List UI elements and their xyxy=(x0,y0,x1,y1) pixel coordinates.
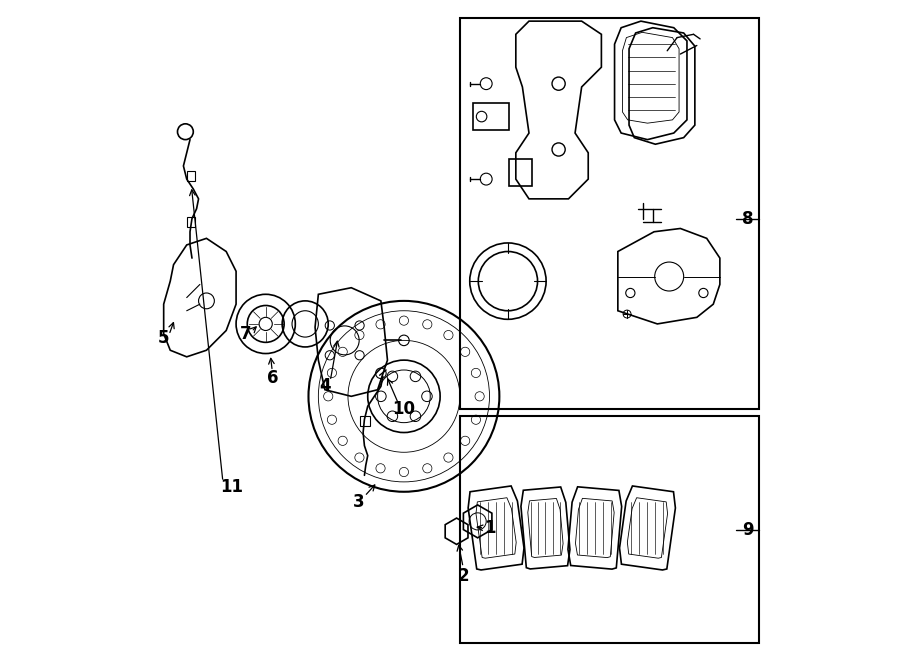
Text: 9: 9 xyxy=(742,521,753,539)
Text: 3: 3 xyxy=(354,492,365,511)
Bar xyxy=(460,416,760,643)
Text: 6: 6 xyxy=(266,369,278,387)
Text: 11: 11 xyxy=(220,478,243,496)
Text: 8: 8 xyxy=(742,210,753,227)
Text: 10: 10 xyxy=(392,401,416,418)
Text: 1: 1 xyxy=(483,519,495,537)
Bar xyxy=(186,217,194,227)
Bar xyxy=(360,416,370,426)
Text: 7: 7 xyxy=(240,325,252,343)
Bar xyxy=(186,171,194,181)
Text: 5: 5 xyxy=(158,329,169,348)
Bar xyxy=(460,18,760,409)
Text: 4: 4 xyxy=(320,377,331,395)
Text: 2: 2 xyxy=(457,567,469,585)
